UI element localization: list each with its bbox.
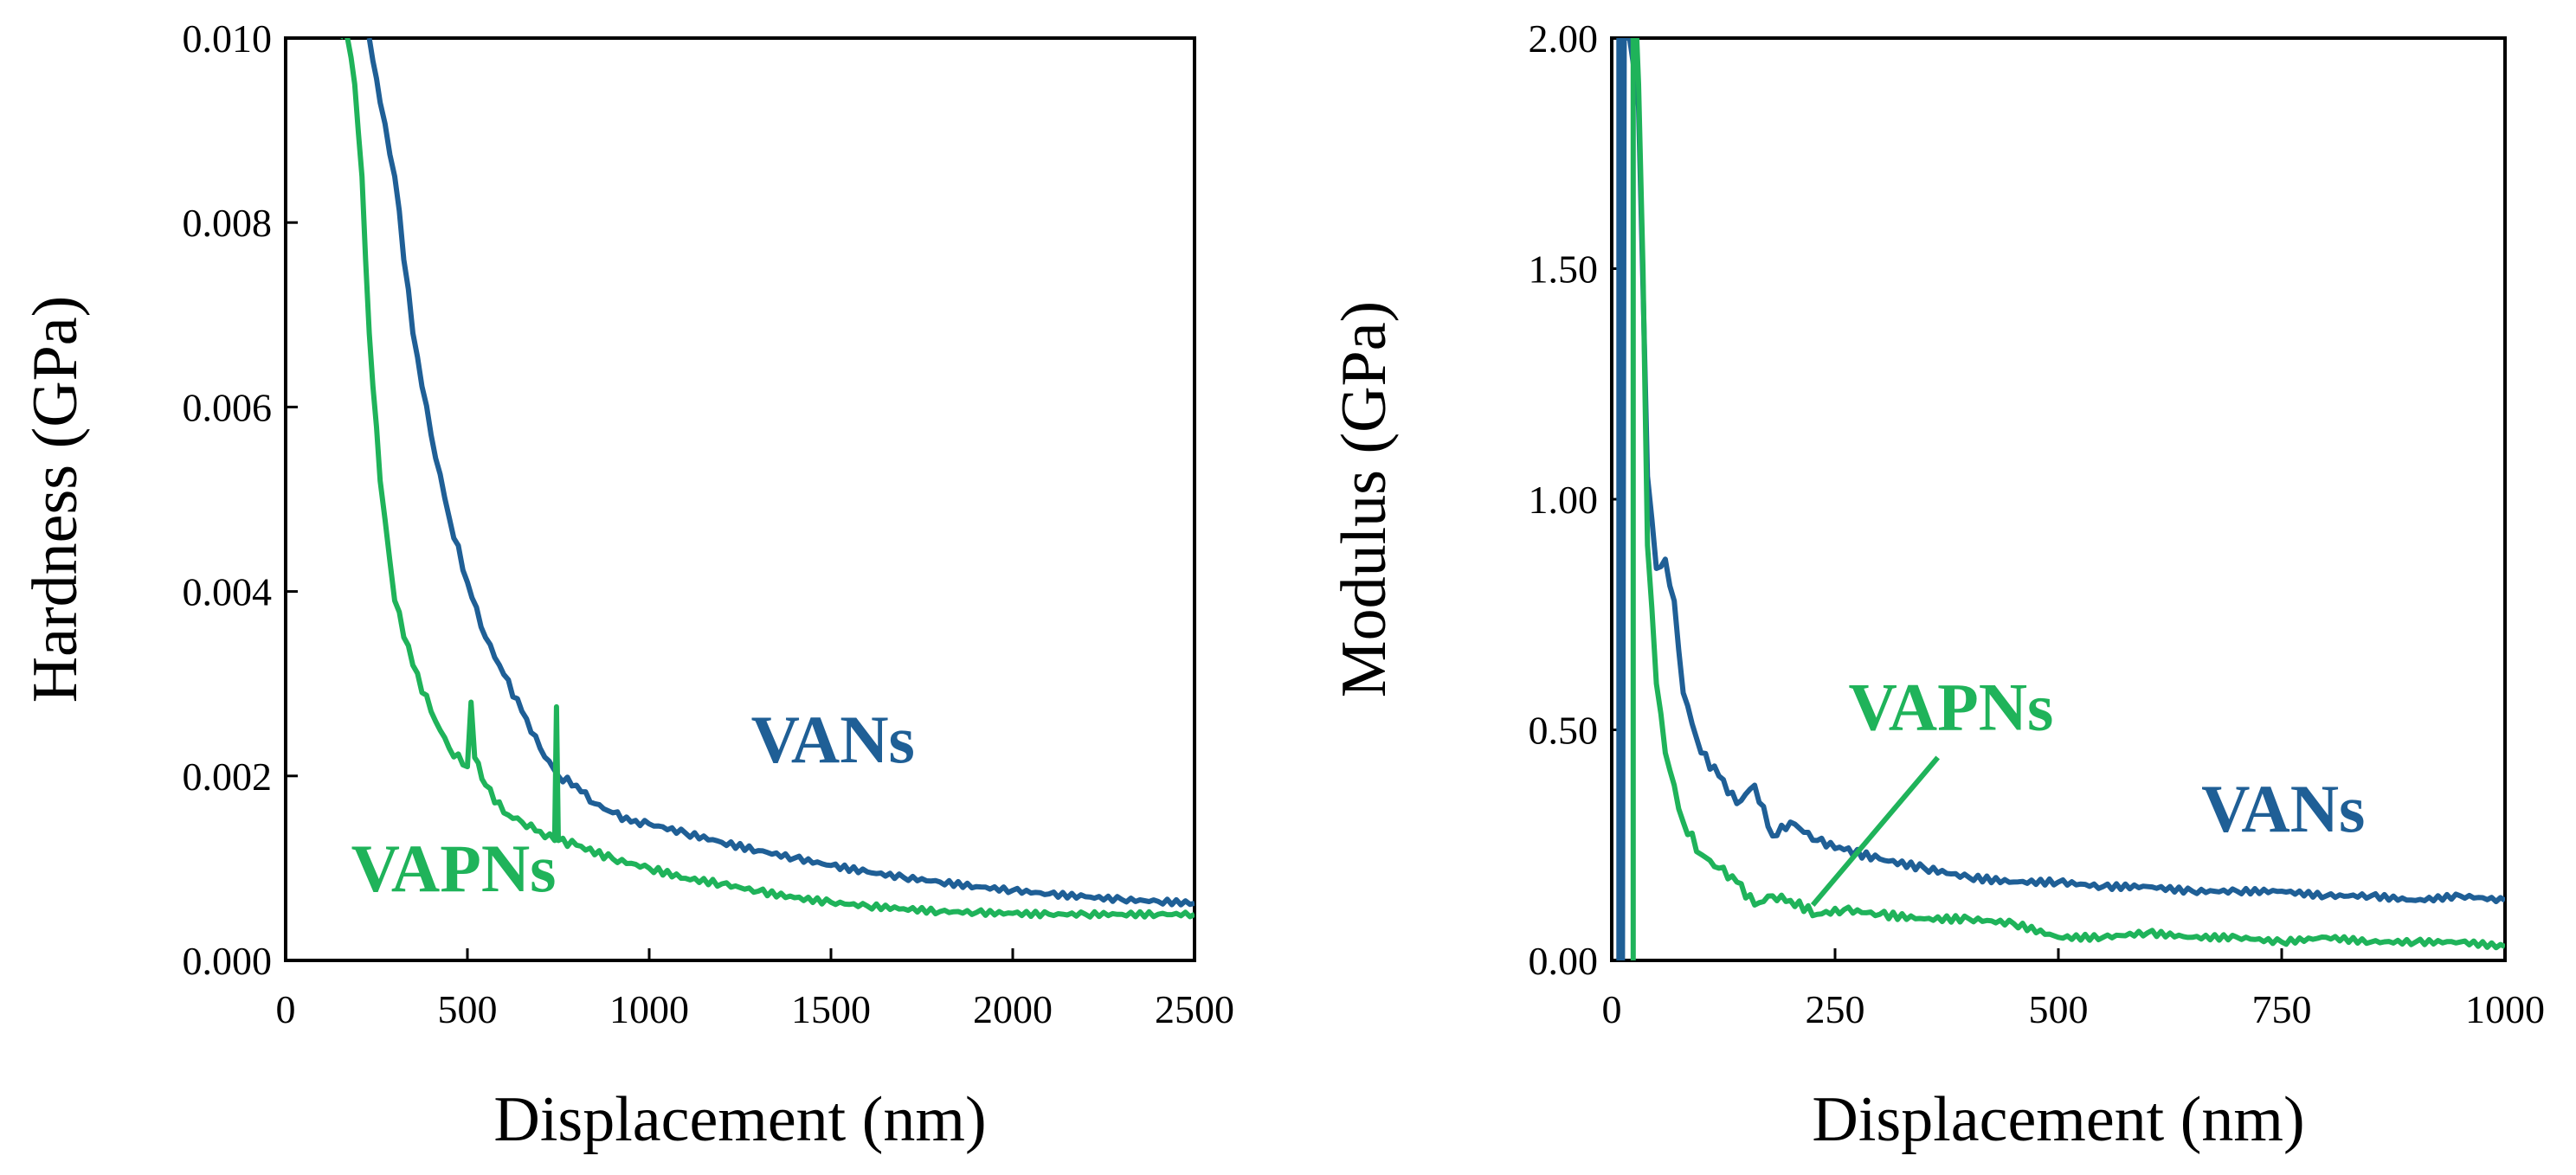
hardness-annotations: VANs VAPNs xyxy=(351,702,915,906)
hardness-x-tick-label: 2000 xyxy=(973,987,1053,1031)
hardness-y-tick-label: 0.004 xyxy=(183,570,273,614)
modulus-y-tick-label: 1.00 xyxy=(1529,478,1599,522)
hardness-series-vapns-line xyxy=(340,38,1195,920)
hardness-x-tick-label: 2500 xyxy=(1155,987,1234,1031)
hardness-x-tick-label: 1000 xyxy=(609,987,689,1031)
hardness-y-axis-title: Hardness (GPa) xyxy=(20,296,91,703)
hardness-y-ticks: 0.000 0.002 0.004 0.006 0.008 0.010 xyxy=(183,16,298,983)
modulus-y-axis-title: Modulus (GPa) xyxy=(1329,301,1400,697)
hardness-x-tick-label: 0 xyxy=(276,987,296,1031)
modulus-y-tick-label: 1.50 xyxy=(1529,247,1599,292)
modulus-x-ticks: 0 250 500 750 1000 xyxy=(1602,948,2545,1031)
hardness-chart: 0.000 0.002 0.004 0.006 0.008 0.010 0 500 1000 1… xyxy=(20,16,1234,1155)
hardness-series-vans-line xyxy=(366,38,1195,908)
modulus-series-vans-line xyxy=(1616,38,2505,960)
modulus-chart: 0.00 0.50 1.00 1.50 2.00 0 250 500 750 1000 VANs… xyxy=(1329,16,2545,1155)
hardness-x-tick-label: 500 xyxy=(438,987,498,1031)
hardness-plot-frame xyxy=(284,36,1196,962)
hardness-annotation-vans: VANs xyxy=(751,702,915,777)
modulus-annotation-vans: VANs xyxy=(2201,771,2365,846)
modulus-y-tick-label: 0.00 xyxy=(1529,939,1599,983)
modulus-y-ticks: 0.00 0.50 1.00 1.50 2.00 xyxy=(1529,16,1624,983)
modulus-leader-lines xyxy=(1810,755,1940,907)
modulus-x-tick-label: 250 xyxy=(1806,987,1865,1031)
modulus-annotation-vapns: VAPNs xyxy=(1848,670,2053,745)
hardness-y-tick-label: 0.008 xyxy=(183,201,273,245)
modulus-x-tick-label: 1000 xyxy=(2465,987,2545,1031)
hardness-y-tick-label: 0.000 xyxy=(183,939,273,983)
hardness-annotation-vapns: VAPNs xyxy=(351,831,557,906)
hardness-y-tick-label: 0.002 xyxy=(183,754,273,799)
modulus-series xyxy=(1616,38,2505,960)
modulus-plot-frame xyxy=(1610,36,2507,962)
modulus-y-tick-label: 0.50 xyxy=(1529,709,1599,753)
hardness-y-tick-label: 0.006 xyxy=(183,385,273,429)
hardness-series xyxy=(340,38,1195,920)
hardness-x-tick-label: 1500 xyxy=(791,987,871,1031)
modulus-y-tick-label: 2.00 xyxy=(1529,16,1599,61)
modulus-x-axis-title: Displacement (nm) xyxy=(1812,1084,2304,1155)
hardness-y-tick-label: 0.010 xyxy=(183,16,273,61)
modulus-x-tick-label: 750 xyxy=(2252,987,2312,1031)
modulus-leader-line xyxy=(1810,755,1940,907)
hardness-x-axis-title: Displacement (nm) xyxy=(493,1084,986,1155)
hardness-x-ticks: 0 500 1000 1500 2000 2500 xyxy=(276,948,1234,1031)
modulus-x-tick-label: 0 xyxy=(1602,987,1622,1031)
modulus-x-tick-label: 500 xyxy=(2029,987,2089,1031)
modulus-series-vapns-line xyxy=(1630,38,2505,960)
modulus-annotations: VANs VAPNs xyxy=(1848,670,2365,846)
